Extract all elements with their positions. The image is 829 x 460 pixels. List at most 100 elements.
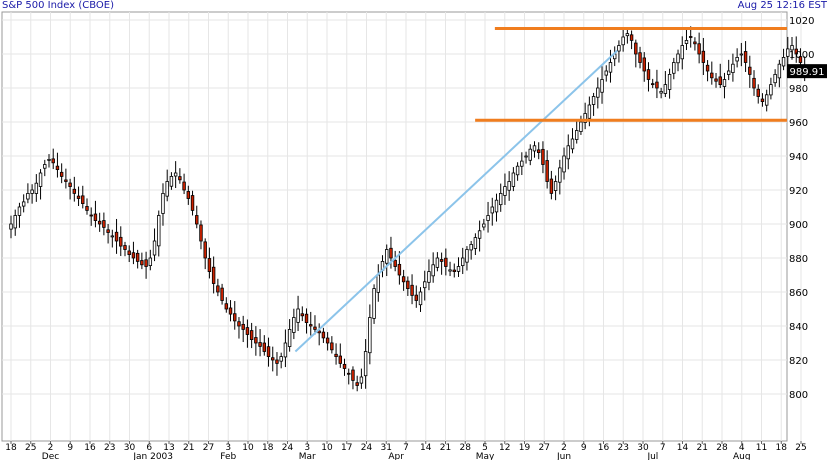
candle-body: [330, 342, 334, 351]
line-layer: [294, 27, 787, 353]
candle: [621, 27, 625, 52]
candle-body: [279, 356, 283, 362]
x-tick-label: 24: [282, 443, 294, 453]
y-tick-label: 840: [789, 322, 808, 333]
candle: [642, 52, 646, 82]
candle-body: [558, 167, 562, 183]
candle-body: [520, 160, 524, 167]
x-tick-label: 24: [361, 443, 373, 453]
candle-body: [262, 342, 267, 352]
candle-body: [173, 172, 178, 177]
month-label: Dec: [42, 452, 59, 460]
candle-body: [72, 188, 77, 194]
candle-body: [435, 257, 440, 268]
candle: [735, 48, 739, 68]
month-label: Apr: [388, 452, 404, 460]
candle-body: [596, 87, 600, 98]
x-tick-label: 23: [618, 443, 629, 453]
candle: [414, 285, 418, 308]
candle-body: [752, 77, 756, 89]
candle: [659, 87, 663, 99]
candle-body: [642, 57, 646, 72]
candle-body: [439, 259, 444, 262]
candle-body: [359, 376, 364, 384]
candle-body: [97, 220, 102, 225]
candle: [558, 159, 562, 195]
candle: [110, 229, 115, 248]
candle: [127, 245, 131, 263]
candle: [515, 162, 520, 181]
x-tick-label: 3: [225, 443, 231, 453]
x-tick-label: 14: [420, 443, 432, 453]
candle: [435, 252, 440, 272]
candle-body: [224, 303, 229, 310]
candle-body: [241, 323, 245, 330]
candle-body: [304, 313, 309, 324]
candle-body: [342, 363, 347, 369]
y-tick-label: 940: [789, 152, 808, 163]
x-tick-label: 18: [776, 443, 788, 453]
candle-body: [123, 245, 127, 250]
candle-body: [216, 285, 220, 293]
candle-body: [245, 327, 250, 335]
candle-body: [769, 84, 773, 96]
candle-body: [292, 317, 296, 333]
candle-body: [659, 91, 663, 94]
candle-body: [266, 346, 271, 357]
x-tick-label: 16: [84, 443, 96, 453]
candle: [786, 36, 790, 70]
candle: [330, 336, 334, 354]
candle: [798, 48, 803, 67]
candle: [477, 220, 482, 252]
candle: [562, 147, 566, 180]
candle-body: [401, 276, 406, 283]
candle-body: [600, 79, 604, 93]
candle-body: [338, 355, 343, 364]
candle: [537, 142, 541, 160]
candle: [650, 78, 655, 89]
candle-body: [541, 148, 545, 165]
candle: [680, 36, 684, 70]
x-tick-label: 28: [716, 443, 728, 453]
candle: [157, 210, 161, 257]
candle-body: [271, 357, 275, 361]
candle-body: [372, 288, 376, 319]
candle: [309, 311, 313, 336]
x-tick-label: 30: [637, 443, 649, 453]
x-tick-label: 28: [460, 443, 472, 453]
candle-body: [604, 70, 608, 76]
candle: [503, 173, 507, 205]
candle: [186, 185, 191, 205]
candle-body: [473, 237, 478, 249]
candle-body: [718, 76, 722, 85]
candle-body: [456, 266, 461, 272]
candle: [199, 220, 203, 250]
candle: [646, 62, 651, 92]
candle: [76, 186, 81, 206]
candle: [347, 368, 351, 385]
candle-body: [688, 36, 693, 38]
candle: [123, 241, 127, 257]
candle-body: [152, 240, 157, 256]
candle: [532, 141, 537, 158]
candle-body: [9, 223, 13, 230]
candle: [714, 72, 718, 88]
x-tick-label: 7: [660, 443, 666, 453]
candle: [161, 183, 165, 226]
candle-body: [313, 326, 317, 330]
candle-body: [748, 66, 752, 75]
x-tick-label: 27: [203, 443, 214, 453]
candle: [287, 319, 292, 352]
x-tick-label: 2: [561, 443, 567, 453]
candle: [393, 250, 397, 272]
x-tick-label: 10: [321, 443, 333, 453]
candle-body: [13, 215, 17, 229]
candle: [21, 194, 26, 213]
candle-body: [537, 149, 541, 154]
x-tick-label: 5: [482, 443, 488, 453]
candle: [756, 84, 760, 104]
x-tick-label: 31: [381, 443, 392, 453]
candle-body: [524, 155, 528, 158]
candle-body: [309, 324, 313, 327]
candle: [461, 247, 465, 275]
